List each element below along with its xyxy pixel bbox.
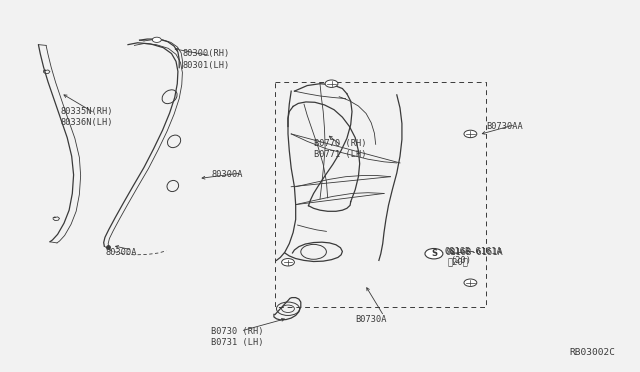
Text: 80300(RH)
80301(LH): 80300(RH) 80301(LH) xyxy=(182,49,230,70)
Circle shape xyxy=(425,248,443,259)
Text: B0770 (RH)
B0771 (LH): B0770 (RH) B0771 (LH) xyxy=(314,139,366,159)
Text: B0730AA: B0730AA xyxy=(486,122,523,131)
Text: B0730 (RH)
B0731 (LH): B0730 (RH) B0731 (LH) xyxy=(211,327,264,347)
Text: 0816B-6161A: 0816B-6161A xyxy=(445,248,503,257)
Circle shape xyxy=(464,130,477,138)
Text: 80300A: 80300A xyxy=(106,248,137,257)
Text: 80300A: 80300A xyxy=(211,170,243,179)
Circle shape xyxy=(282,259,294,266)
Text: 0816B-6161A: 0816B-6161A xyxy=(444,247,502,256)
Circle shape xyxy=(325,80,338,87)
Text: 80335N(RH)
80336N(LH): 80335N(RH) 80336N(LH) xyxy=(61,107,113,127)
Text: B0730A: B0730A xyxy=(355,315,387,324)
Circle shape xyxy=(152,37,161,42)
Text: 。20〃: 。20〃 xyxy=(448,257,469,266)
Text: S: S xyxy=(431,249,437,258)
Circle shape xyxy=(464,279,477,286)
Text: (20): (20) xyxy=(451,256,472,265)
Text: RB03002C: RB03002C xyxy=(570,348,616,357)
